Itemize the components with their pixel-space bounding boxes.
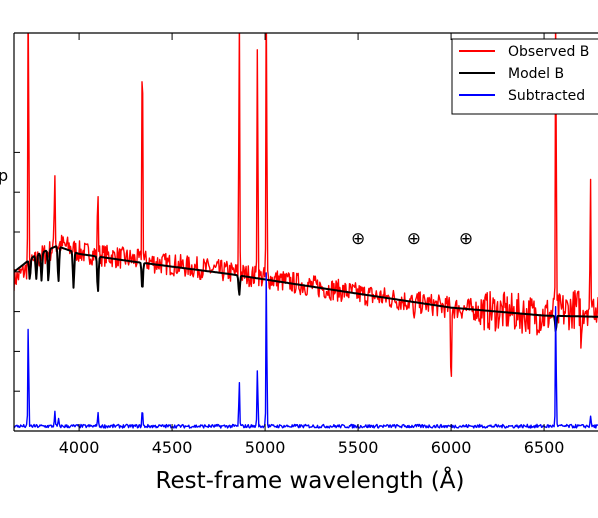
telluric-marker: ⊕	[351, 229, 365, 249]
legend-entry: Model B	[508, 66, 564, 82]
series-line-1	[14, 245, 598, 333]
x-axis-label: Rest-frame wavelength (Å)	[156, 466, 465, 494]
y-edge-label: p	[0, 166, 8, 185]
legend-entry: Subtracted	[508, 88, 585, 104]
x-tick-label: 4500	[152, 438, 193, 457]
telluric-marker: ⊕	[407, 229, 421, 249]
legend-entry: Observed B	[508, 44, 589, 60]
series-line-0	[14, 33, 598, 377]
telluric-marker: ⊕	[459, 229, 473, 249]
series-layer	[14, 33, 598, 429]
legend: Observed B Model B Subtracted	[451, 38, 598, 115]
x-tick-label: 6500	[524, 438, 565, 457]
x-tick-label: 5000	[245, 438, 286, 457]
x-tick-label: 5500	[338, 438, 379, 457]
axis-layer: 4000 4500 5000 5500 6000 6500 p	[0, 32, 598, 457]
series-line-2	[14, 272, 598, 429]
annotation-layer: ⊕ ⊕ ⊕	[351, 229, 473, 249]
x-tick-label: 4000	[59, 438, 100, 457]
x-tick-label: 6000	[431, 438, 472, 457]
